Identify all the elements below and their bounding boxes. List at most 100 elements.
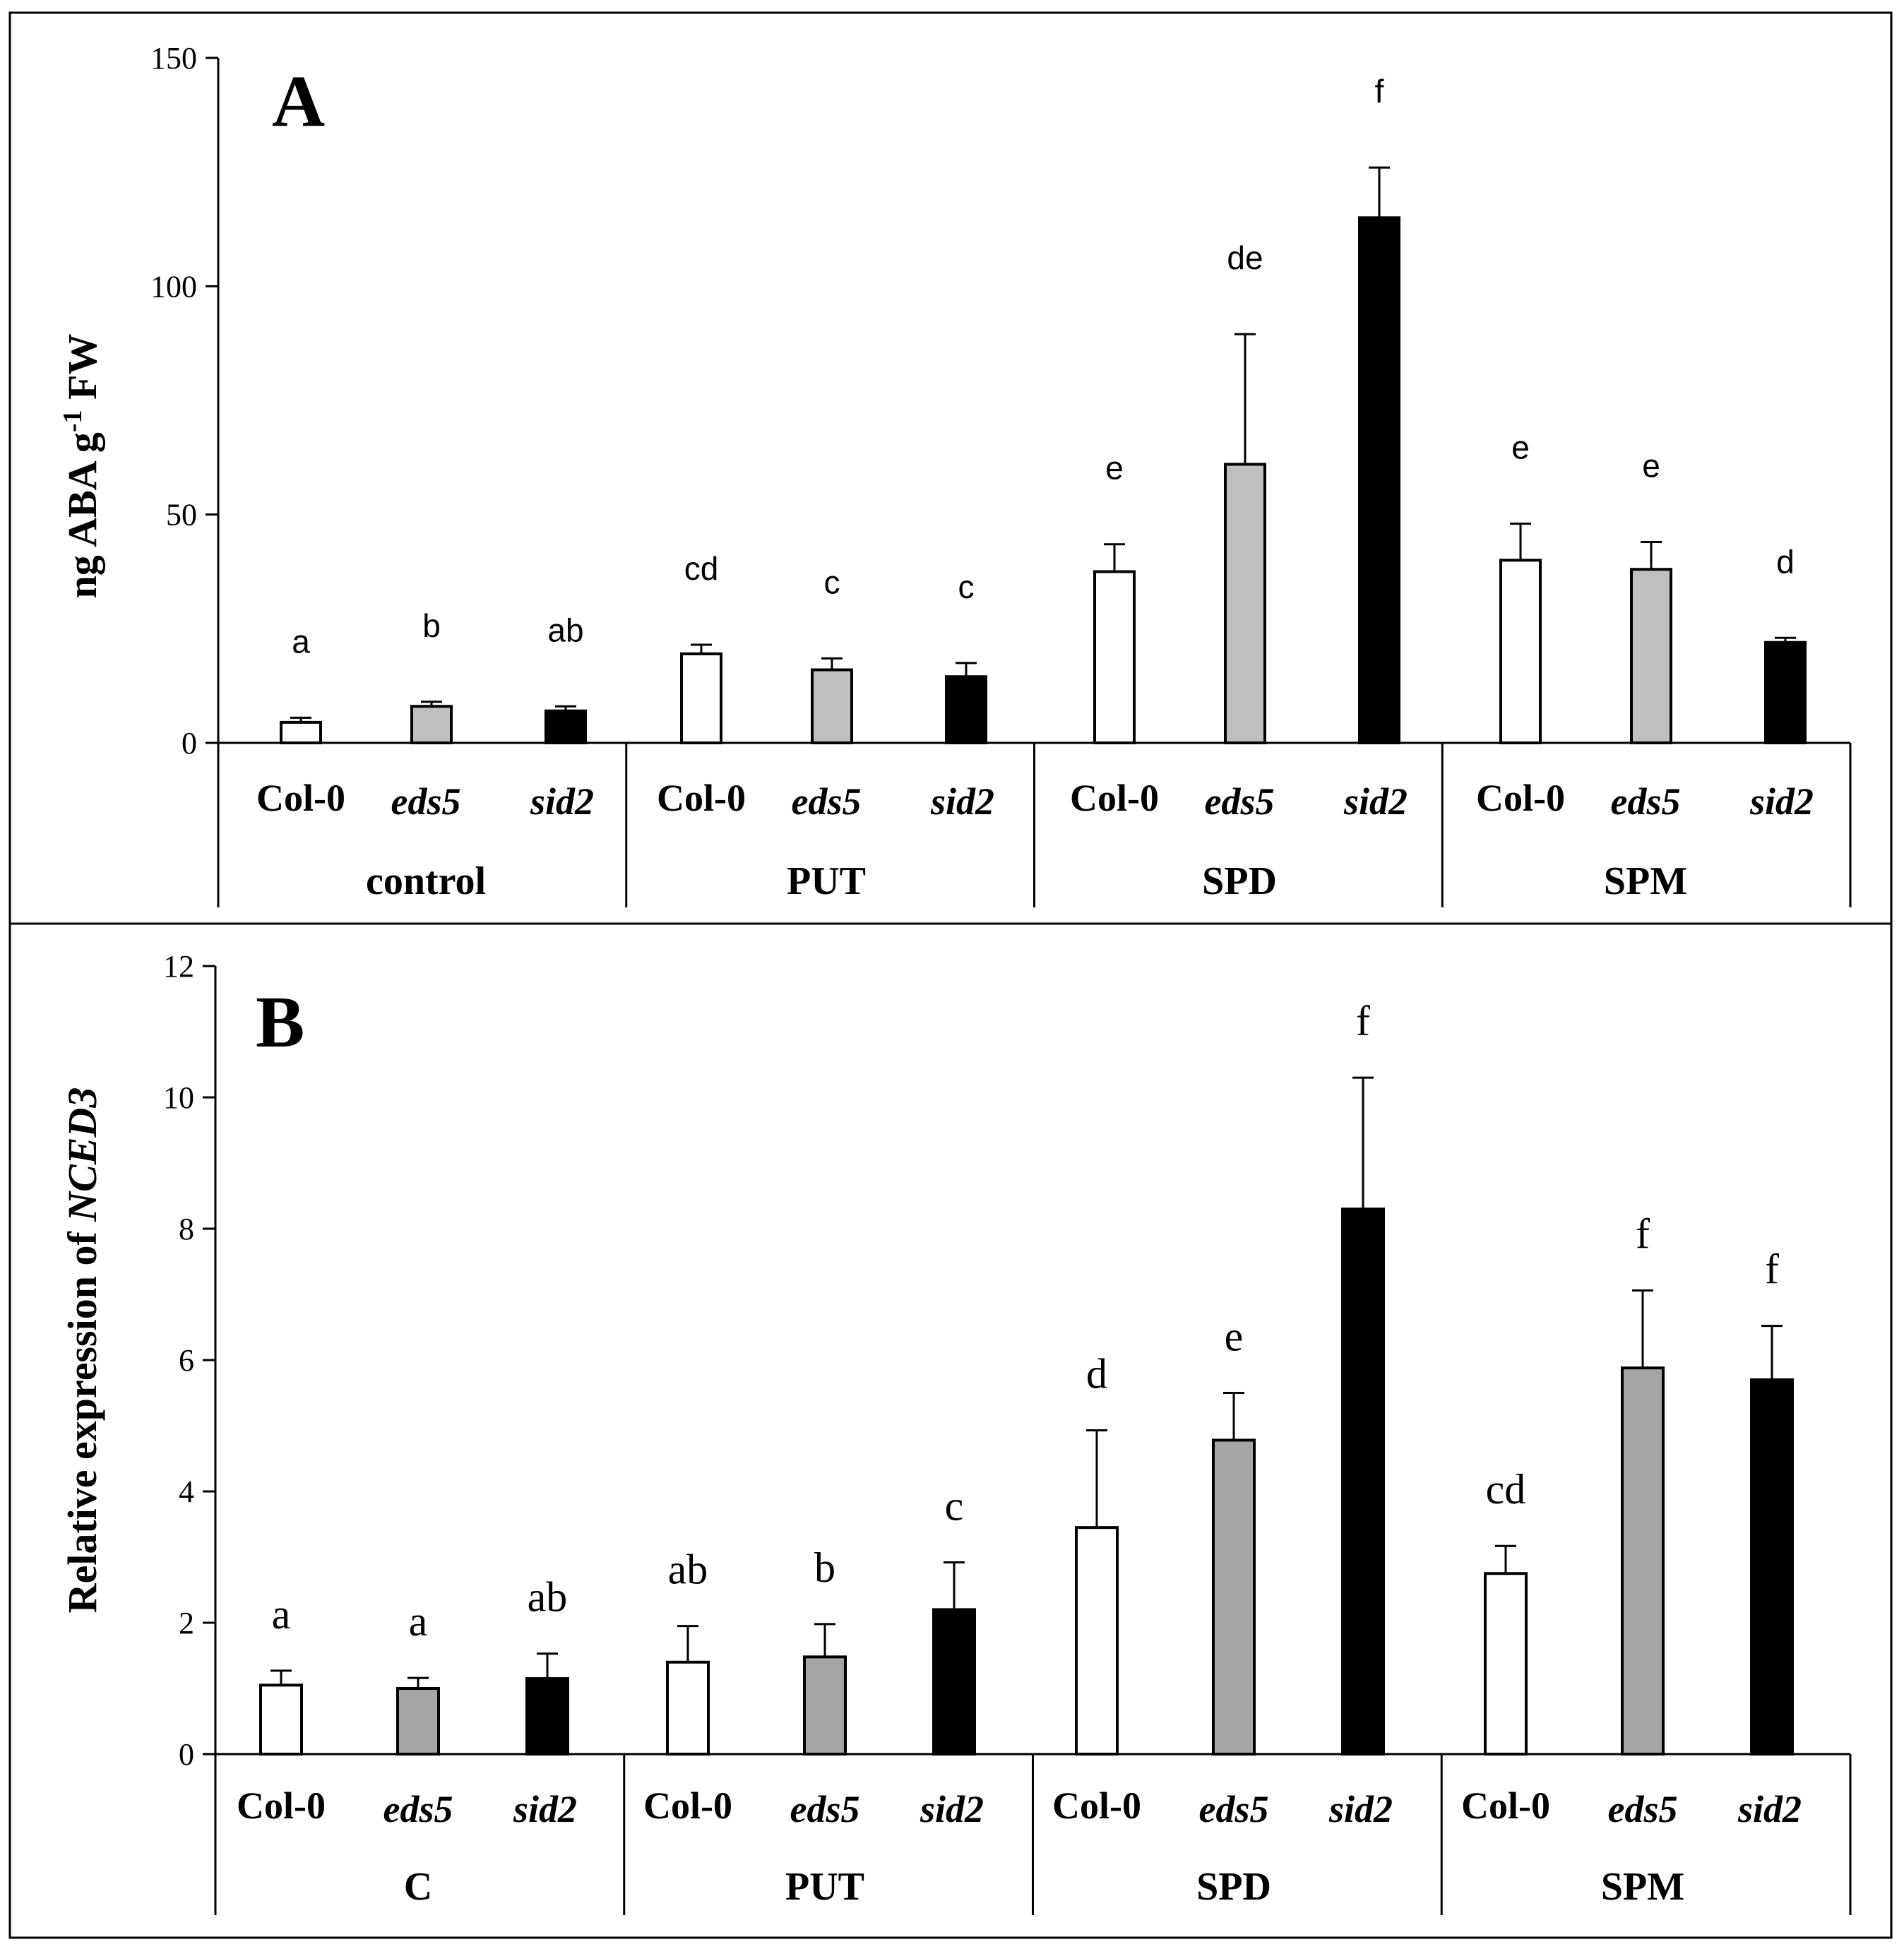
panel-b-letter: B [256,982,304,1063]
panel-b-y-tick-label: 0 [179,1737,194,1772]
panel-a-group-label: SPD [1202,859,1277,903]
panel-b-genotype-label: Col-0 [237,1784,326,1827]
panel-a-chart: A ng ABA g-1 FW 0 50 100 150 control a Col-0 b e… [58,41,1852,907]
panel-b-genotype-label: Col-0 [1052,1784,1141,1827]
panel-b-y-tick-label: 8 [179,1212,194,1246]
panel-a-bar [945,675,987,745]
panel-a-significance-letter: f [1375,73,1384,109]
panel-a-genotype-label: Col-0 [657,777,746,819]
panel-a-y-axis-label-tail: FW [59,334,105,410]
panel-b-bar [1621,1366,1665,1756]
panel-a-genotype-label: eds5 [391,780,461,823]
panel-b-y-tick-label: 12 [163,949,194,984]
panel-b-y-tick-label: 2 [179,1606,194,1640]
panel-b-genotype-label: eds5 [790,1788,860,1830]
panel-a-letter: A [272,61,325,142]
panel-a-significance-letter: d [1776,543,1795,580]
panel-b-genotype-label: sid2 [920,1788,984,1830]
panel-b-group-label: PUT [785,1865,864,1909]
panel-b-significance-letter: e [1225,1313,1244,1360]
panel-a-bar [1093,570,1136,744]
panel-b-bar [396,1687,440,1756]
panel-b-significance-letter: c [945,1482,964,1529]
panel-b-plot-area: 024681012CaCol-0aeds5absid2PUTabCol-0bed… [163,949,1852,1915]
panel-a-significance-letter: e [1642,447,1660,484]
panel-a-genotype-label: sid2 [1343,780,1408,823]
panel-a-y-axis-label: ng ABA g-1 FW [58,334,105,599]
panel-a-genotype-label: sid2 [530,780,594,823]
panel-a-genotype-label: eds5 [792,780,862,823]
panel-a-y-axis-label-base: ng ABA g [59,432,105,598]
panel-b-y-tick-label: 10 [163,1080,194,1115]
panel-b-significance-letter: a [409,1598,428,1645]
panel-b-bar [525,1677,569,1756]
panel-b-bar [1212,1438,1256,1756]
panel-a-significance-letter: e [1105,450,1124,487]
panel-a-bar [1630,568,1672,744]
panel-b-significance-letter: ab [528,1574,568,1621]
panel-b-y-tick-label: 4 [179,1474,194,1509]
panel-b-y-axis-label-base: Relative expression of [59,1222,105,1614]
panel-a-bar [410,705,453,744]
panel-a-significance-letter: a [292,623,310,660]
panel-a-genotype-label: sid2 [930,780,994,823]
panel-a-significance-letter: e [1511,429,1530,466]
panel-a-y-tick-label: 0 [182,726,197,761]
panel-a-bar [1358,216,1400,745]
panel-a-y-tick-label: 100 [150,269,197,304]
panel-a-significance-letter: b [422,607,441,644]
panel-b-significance-letter: f [1636,1210,1650,1257]
panel-b-genotype-label: Col-0 [643,1784,732,1827]
panel-a-group-label: control [366,859,486,903]
panel-b-significance-letter: f [1356,998,1370,1044]
panel-a-bar [1499,559,1542,744]
panel-a-y-axis-label-sup: -1 [58,410,88,432]
panel-b-group-label: SPM [1601,1865,1684,1909]
panel-b-genotype-label: sid2 [1328,1788,1393,1830]
panel-a-bar [1764,640,1807,744]
panel-b-bar [803,1655,847,1756]
panel-b-bar [1341,1208,1385,1756]
panel-a-group-label: SPM [1604,859,1687,903]
panel-b-bar [932,1608,976,1756]
panel-b-genotype-label: eds5 [1608,1788,1678,1830]
figure-frame [8,11,1893,1939]
panel-b-bar [1075,1526,1119,1756]
panel-b-bar [1750,1378,1794,1756]
panel-a-significance-letter: c [824,564,840,600]
panel-b-group-label: SPD [1196,1865,1271,1909]
panel-a-y-tick-label: 50 [166,498,197,532]
panel-a-bar [1224,463,1266,744]
panel-a-significance-letter: ab [547,612,583,648]
panel-b-group-label: C [404,1865,432,1909]
panel-a-significance-letter: c [958,568,975,605]
panel-b-genotype-label: Col-0 [1461,1784,1550,1827]
panel-b-significance-letter: cd [1486,1466,1526,1513]
panel-b-genotype-label: sid2 [513,1788,577,1830]
panel-a-significance-letter: de [1227,239,1263,276]
panel-b-y-axis-label: Relative expression of NCED3 [59,1087,105,1614]
panel-b-y-axis-label-italic: NCED3 [59,1087,105,1222]
panel-a-genotype-label: Col-0 [1476,777,1565,819]
panel-b-significance-letter: b [814,1544,835,1591]
panel-b-genotype-label: sid2 [1737,1788,1802,1830]
panel-a-significance-letter: cd [684,550,719,587]
panel-b-chart: B Relative expression of NCED3 0 2 4 6 8 10 12… [59,949,1852,1915]
panel-b-significance-letter: f [1765,1246,1779,1293]
panel-b-significance-letter: ab [668,1546,708,1593]
panel-b-bar [666,1660,710,1756]
panel-b-genotype-label: eds5 [1199,1788,1269,1830]
panel-a-bar [280,720,322,745]
panel-b-bar [259,1683,303,1756]
panel-b-genotype-label: eds5 [383,1788,453,1830]
panel-a-genotype-label: Col-0 [256,777,345,819]
panel-a-bar [680,652,722,745]
panel-a-group-label: PUT [787,859,866,903]
panel-a-bar [545,709,587,745]
panel-b-bar [1484,1572,1528,1756]
panel-a-bar [811,668,853,744]
panel-b-significance-letter: a [272,1591,291,1638]
panel-b-significance-letter: d [1086,1351,1107,1397]
panel-b-y-tick-label: 6 [179,1343,194,1378]
